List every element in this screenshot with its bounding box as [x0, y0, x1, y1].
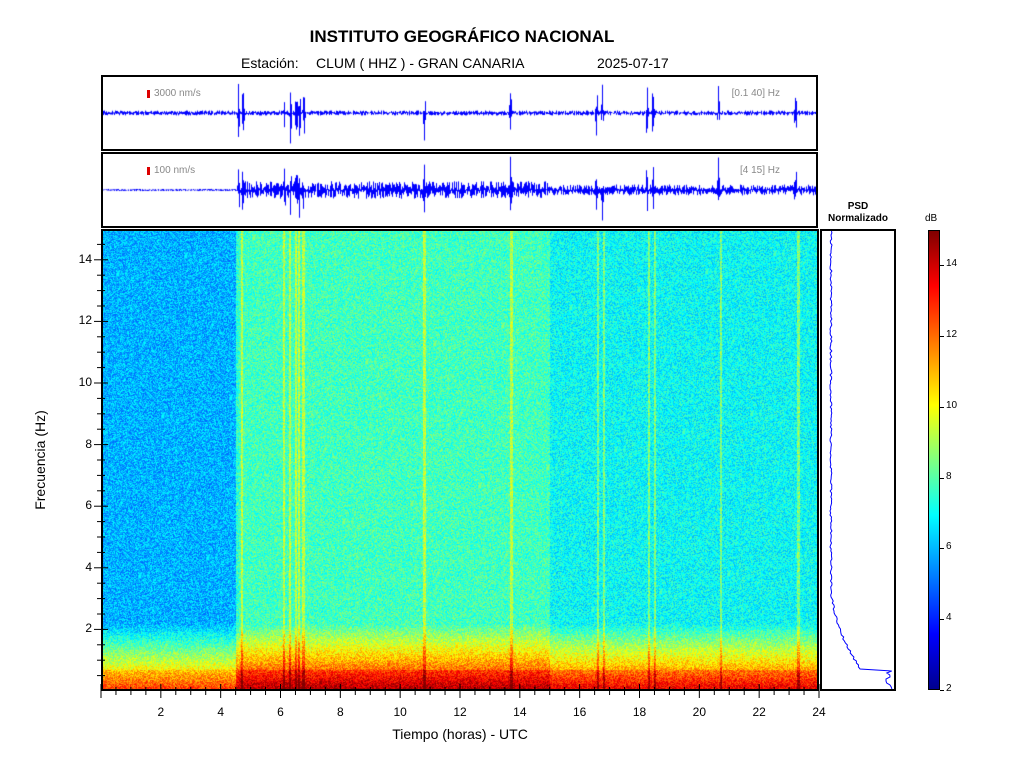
colorbar-tick-mark — [940, 406, 944, 408]
station-name: CLUM ( HHZ ) - GRAN CANARIA — [316, 55, 525, 71]
seismogram-trace — [103, 77, 816, 149]
x-tick-label: 22 — [752, 705, 766, 719]
colorbar-tick-label: 8 — [946, 470, 952, 482]
colorbar-tick-mark — [940, 548, 944, 550]
y-tick-label: 14 — [78, 251, 92, 266]
seismogram-filtered: 100 nm/s [4 15] Hz — [101, 152, 818, 228]
scale-bar-icon — [147, 90, 150, 98]
seismogram-broadband: 3000 nm/s [0.1 40] Hz — [101, 75, 818, 151]
spectrogram-heatmap — [101, 229, 819, 691]
y-tick-label: 4 — [85, 559, 92, 574]
x-tick-label: 2 — [157, 705, 165, 719]
x-tick-label: 18 — [632, 705, 647, 719]
x-tick-label: 8 — [336, 705, 344, 719]
colorbar-tick-label: 6 — [946, 541, 952, 553]
colorbar — [928, 230, 940, 690]
date-label: 2025-07-17 — [597, 55, 669, 71]
y-tick-label: 12 — [78, 313, 92, 328]
colorbar-tick-label: 2 — [946, 683, 952, 694]
x-tick-label: 10 — [393, 705, 407, 719]
seismogram-trace — [103, 154, 816, 226]
spectrogram — [101, 229, 819, 691]
colorbar-tick-label: 14 — [946, 258, 958, 270]
colorbar-tick-label: 10 — [946, 399, 958, 411]
psd-panel — [820, 229, 896, 691]
colorbar-tick-label: 4 — [946, 612, 952, 624]
x-tick-label: 20 — [692, 705, 706, 719]
colorbar-tick-mark — [940, 619, 944, 621]
psd-line — [829, 230, 893, 690]
y-axis-label: Frecuencia (Hz) — [32, 410, 48, 510]
scale-bar-icon — [147, 167, 150, 175]
chart-title: INSTITUTO GEOGRÁFICO NACIONAL — [309, 27, 615, 46]
x-tick-label: 12 — [453, 705, 467, 719]
trace-scale-label: 3000 nm/s — [154, 88, 201, 99]
x-tick-label: 4 — [217, 705, 224, 719]
colorbar-unit: dB — [925, 213, 938, 224]
psd-curve — [829, 230, 893, 690]
psd-title: PSD Normalizado — [827, 201, 888, 224]
trace-band-label: [0.1 40] Hz — [731, 88, 780, 99]
colorbar-tick-mark — [940, 265, 944, 267]
colorbar-tick-mark — [940, 336, 944, 338]
x-tick-label: 24 — [812, 705, 826, 719]
y-tick-label: 10 — [78, 375, 92, 389]
y-tick-label: 6 — [85, 498, 92, 513]
trace-band-label: [4 15] Hz — [739, 165, 780, 176]
station-label: Estación: — [241, 55, 299, 71]
y-tick-label: 8 — [85, 436, 92, 451]
x-tick-label: 14 — [513, 705, 527, 719]
y-tick-label: 2 — [85, 621, 92, 636]
x-tick-label: 16 — [572, 705, 587, 719]
colorbar-tick-mark — [940, 690, 944, 691]
x-tick-label: 6 — [277, 705, 284, 719]
colorbar-tick-label: 12 — [946, 329, 958, 341]
x-axis-label: Tiempo (horas) - UTC — [392, 726, 528, 742]
trace-scale-label: 100 nm/s — [154, 165, 196, 176]
colorbar-tick-mark — [940, 477, 944, 479]
